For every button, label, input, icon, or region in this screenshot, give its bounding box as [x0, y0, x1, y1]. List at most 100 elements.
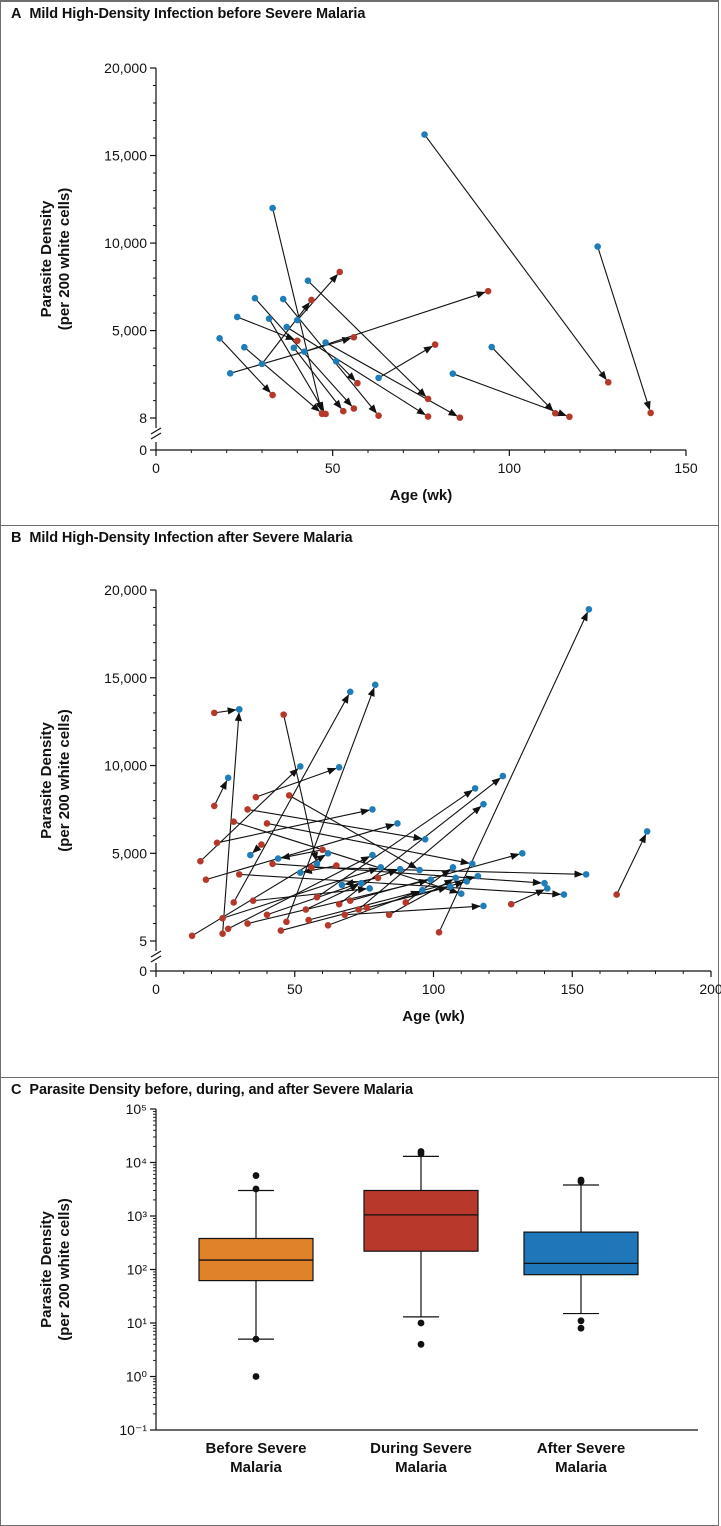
arrow: [285, 687, 375, 922]
y-tick-label: 10⁻¹: [119, 1422, 147, 1438]
axis-break-mark: [150, 432, 162, 440]
end-point: [416, 866, 423, 874]
y-tick-label: 0: [139, 442, 147, 458]
end-point: [424, 413, 432, 420]
start-point: [230, 818, 237, 826]
arrow: [302, 865, 337, 874]
outlier-point: [417, 1319, 425, 1327]
arrow: [216, 808, 370, 844]
end-point: [313, 860, 321, 868]
start-point: [305, 916, 312, 924]
x-tick-label: 150: [674, 460, 698, 476]
start-point: [594, 243, 601, 250]
chart-a: 0 8 5,000 10,000 15,000 20,000 0 50 100 150 Age (w…: [38, 60, 698, 504]
category-label: During Severe: [370, 1440, 472, 1457]
end-point: [484, 287, 492, 295]
start-point: [219, 930, 226, 938]
box: [523, 1231, 639, 1276]
x-tick-label: 100: [498, 460, 522, 476]
start-point: [251, 294, 259, 302]
outlier-point: [252, 1172, 260, 1179]
start-point: [219, 914, 226, 922]
start-point: [210, 802, 218, 810]
start-point: [226, 370, 234, 377]
x-axis-label: Age (wk): [390, 487, 453, 504]
start-point: [280, 711, 287, 718]
panel-b: B Mild High-Density Infection after Sever…: [0, 525, 721, 1078]
start-point: [301, 348, 308, 355]
start-point: [308, 864, 315, 871]
end-point: [224, 774, 232, 782]
y-tick-label: 15,000: [104, 148, 147, 164]
start-point: [313, 893, 321, 901]
y-axis-label-line2: (per 200 white cells): [56, 188, 73, 331]
end-point: [480, 800, 487, 808]
x-tick-label: 150: [561, 981, 585, 997]
category-label: Malaria: [230, 1459, 282, 1476]
end-point: [336, 268, 344, 276]
end-point: [346, 688, 354, 696]
chart-c: 10⁻¹ 10⁰ 10¹ 10² 10³ 10⁴ 10⁵ Parasite Density (p…: [38, 1101, 698, 1476]
outlier-point: [577, 1176, 585, 1184]
end-point: [308, 296, 315, 304]
start-point: [265, 315, 273, 323]
end-point: [354, 379, 361, 387]
end-point: [449, 864, 457, 871]
panel-c-letter: C: [11, 1082, 22, 1098]
x-tick-label: 50: [287, 981, 303, 997]
start-point: [252, 793, 260, 801]
y-tick-label: 5: [139, 933, 147, 949]
start-point: [302, 906, 310, 913]
panel-b-title: B Mild High-Density Infection after Sever…: [11, 530, 353, 546]
end-point: [551, 409, 559, 417]
y-tick-label: 5,000: [112, 845, 147, 861]
start-point: [263, 820, 271, 827]
end-point: [541, 879, 548, 887]
end-point: [604, 378, 612, 386]
arrow: [616, 833, 647, 895]
end-point: [582, 871, 590, 878]
end-point: [643, 828, 651, 835]
category-label: Before Severe: [206, 1440, 307, 1457]
end-point: [424, 395, 432, 403]
start-point: [488, 343, 495, 351]
end-point: [480, 902, 487, 910]
end-point: [474, 872, 482, 880]
end-point: [294, 337, 301, 345]
y-tick-label: 0: [139, 963, 147, 979]
start-point: [341, 911, 349, 919]
arrow: [233, 694, 350, 903]
x-tick-label: 0: [152, 981, 160, 997]
start-point: [279, 295, 287, 303]
y-axis-label: Parasite Density: [38, 721, 55, 838]
arrow: [266, 822, 470, 866]
arrow: [213, 780, 228, 807]
arrow: [261, 302, 310, 365]
end-point: [358, 879, 365, 887]
start-point: [216, 335, 223, 342]
start-point: [304, 277, 312, 285]
y-tick-label: 10²: [127, 1262, 148, 1278]
arrow: [230, 337, 352, 374]
end-point: [247, 851, 254, 859]
start-point: [269, 204, 276, 212]
end-point: [457, 890, 465, 897]
start-point: [507, 900, 515, 908]
panel-c: C Parasite Density before, during, and af…: [0, 1077, 719, 1526]
start-point: [202, 876, 210, 883]
arrow: [243, 346, 321, 412]
start-point: [244, 806, 251, 813]
x-tick-label: 0: [152, 460, 160, 476]
end-point: [452, 874, 460, 882]
end-point: [471, 785, 479, 792]
arrow: [335, 360, 356, 382]
start-point: [363, 904, 371, 912]
y-tick-label: 20,000: [104, 582, 147, 598]
end-point: [335, 763, 343, 771]
axis-break-mark: [150, 950, 162, 958]
end-point: [339, 407, 347, 415]
end-point: [297, 869, 304, 876]
outlier-point: [577, 1317, 585, 1325]
start-point: [258, 841, 265, 848]
